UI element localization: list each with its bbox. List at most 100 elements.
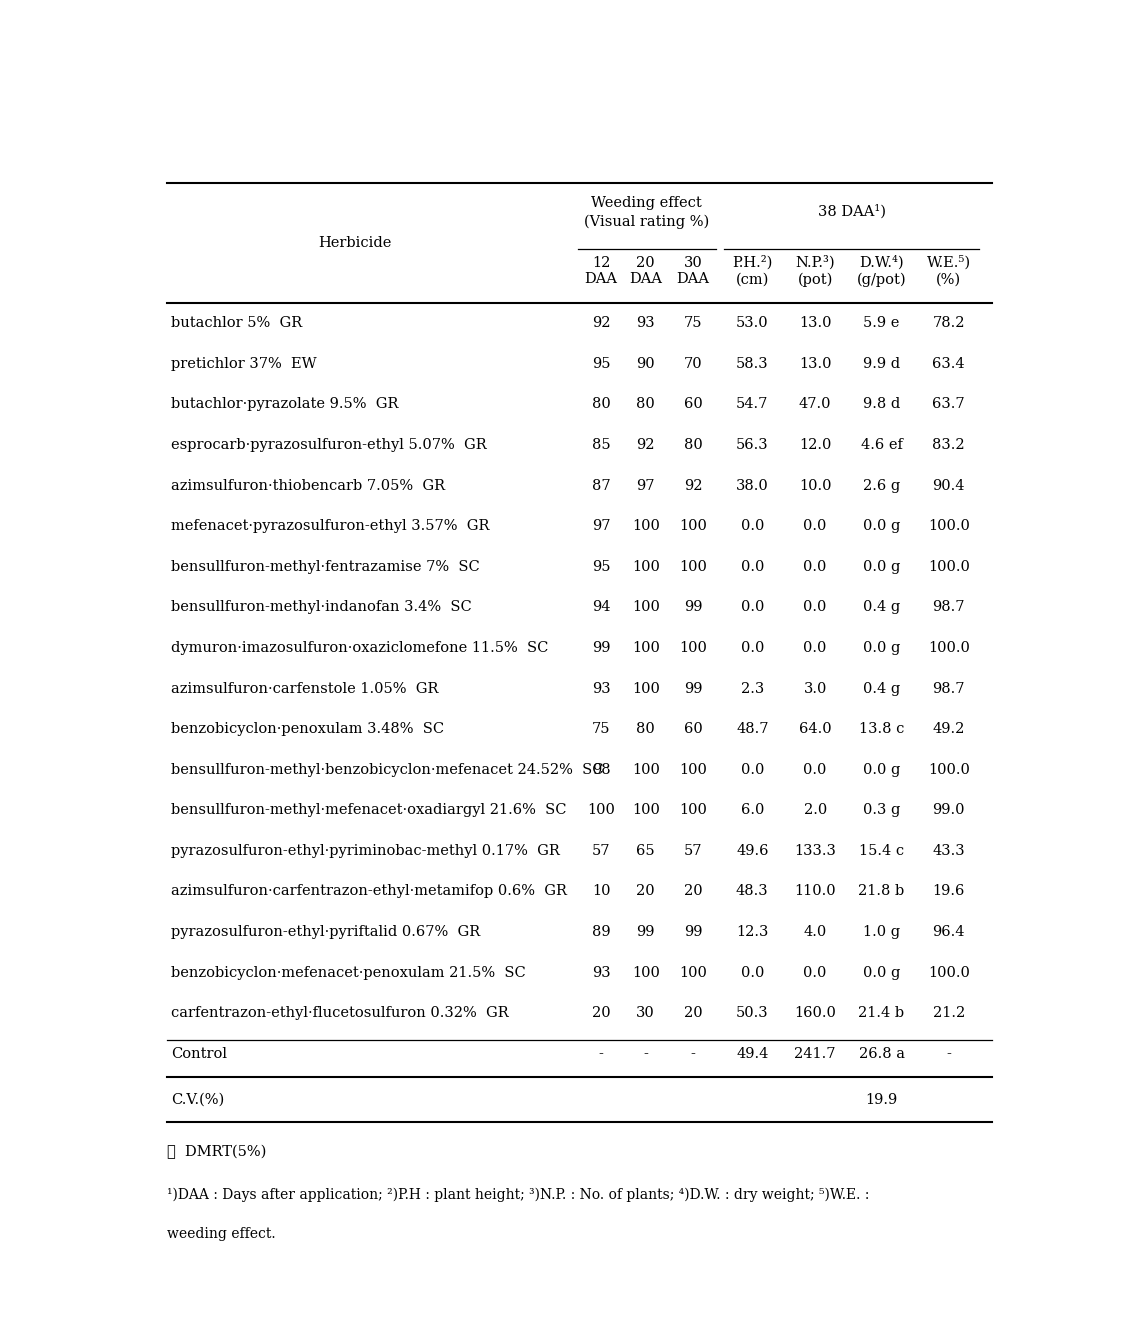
Text: 75: 75 xyxy=(684,316,702,331)
Text: 92: 92 xyxy=(592,316,611,331)
Text: 0.0: 0.0 xyxy=(740,600,764,615)
Text: 93: 93 xyxy=(592,682,611,695)
Text: 80: 80 xyxy=(683,438,702,453)
Text: 26.8 a: 26.8 a xyxy=(859,1047,905,1060)
Text: 100.0: 100.0 xyxy=(928,520,969,533)
Text: 100.0: 100.0 xyxy=(928,965,969,980)
Text: D.W.⁴)
(g/pot): D.W.⁴) (g/pot) xyxy=(857,256,906,287)
Text: 10.0: 10.0 xyxy=(799,478,832,493)
Text: -: - xyxy=(947,1047,951,1060)
Text: 4.6 ef: 4.6 ef xyxy=(861,438,903,453)
Text: 98.7: 98.7 xyxy=(932,682,965,695)
Text: 100.0: 100.0 xyxy=(928,763,969,777)
Text: 85: 85 xyxy=(592,438,611,453)
Text: 2.3: 2.3 xyxy=(740,682,764,695)
Text: 13.0: 13.0 xyxy=(799,356,832,371)
Text: -: - xyxy=(644,1047,648,1060)
Text: 95: 95 xyxy=(592,356,611,371)
Text: azimsulfuron·thiobencarb 7.05%  GR: azimsulfuron·thiobencarb 7.05% GR xyxy=(171,478,445,493)
Text: 47.0: 47.0 xyxy=(799,398,832,411)
Text: benzobicyclon·mefenacet·penoxulam 21.5%  SC: benzobicyclon·mefenacet·penoxulam 21.5% … xyxy=(171,965,526,980)
Text: azimsulfuron·carfenstole 1.05%  GR: azimsulfuron·carfenstole 1.05% GR xyxy=(171,682,438,695)
Text: 58.3: 58.3 xyxy=(736,356,769,371)
Text: 43.3: 43.3 xyxy=(932,844,965,858)
Text: 100: 100 xyxy=(678,641,707,655)
Text: 49.2: 49.2 xyxy=(933,722,965,736)
Text: pyrazosulfuron-ethyl·pyriminobac-methyl 0.17%  GR: pyrazosulfuron-ethyl·pyriminobac-methyl … xyxy=(171,844,560,858)
Text: 100: 100 xyxy=(632,803,659,817)
Text: 4.0: 4.0 xyxy=(804,925,827,939)
Text: 99.0: 99.0 xyxy=(932,803,965,817)
Text: 99: 99 xyxy=(637,925,655,939)
Text: 0.0: 0.0 xyxy=(804,965,827,980)
Text: 19.9: 19.9 xyxy=(866,1093,898,1106)
Text: ※  DMRT(5%): ※ DMRT(5%) xyxy=(167,1145,266,1158)
Text: 49.4: 49.4 xyxy=(736,1047,769,1060)
Text: 0.0 g: 0.0 g xyxy=(863,560,900,574)
Text: 13.0: 13.0 xyxy=(799,316,832,331)
Text: 21.8 b: 21.8 b xyxy=(859,885,905,898)
Text: 2.6 g: 2.6 g xyxy=(863,478,900,493)
Text: 0.0: 0.0 xyxy=(804,641,827,655)
Text: 0.0 g: 0.0 g xyxy=(863,965,900,980)
Text: 98: 98 xyxy=(592,763,611,777)
Text: 57: 57 xyxy=(684,844,702,858)
Text: 0.0: 0.0 xyxy=(740,641,764,655)
Text: 94: 94 xyxy=(592,600,611,615)
Text: 12.0: 12.0 xyxy=(799,438,832,453)
Text: 70: 70 xyxy=(684,356,702,371)
Text: W.E.⁵)
(%): W.E.⁵) (%) xyxy=(926,256,970,287)
Text: 13.8 c: 13.8 c xyxy=(859,722,904,736)
Text: 63.7: 63.7 xyxy=(932,398,965,411)
Text: 98.7: 98.7 xyxy=(932,600,965,615)
Text: N.P.³)
(pot): N.P.³) (pot) xyxy=(796,256,835,287)
Text: 53.0: 53.0 xyxy=(736,316,769,331)
Text: bensullfuron-methyl·indanofan 3.4%  SC: bensullfuron-methyl·indanofan 3.4% SC xyxy=(171,600,472,615)
Text: 0.0: 0.0 xyxy=(804,763,827,777)
Text: azimsulfuron·carfentrazon-ethyl·metamifop 0.6%  GR: azimsulfuron·carfentrazon-ethyl·metamifo… xyxy=(171,885,567,898)
Text: 20: 20 xyxy=(684,1006,702,1020)
Text: 99: 99 xyxy=(684,925,702,939)
Text: 19.6: 19.6 xyxy=(933,885,965,898)
Text: 21.2: 21.2 xyxy=(933,1006,965,1020)
Text: 3.0: 3.0 xyxy=(804,682,827,695)
Text: 100: 100 xyxy=(632,763,659,777)
Text: esprocarb·pyrazosulfuron-ethyl 5.07%  GR: esprocarb·pyrazosulfuron-ethyl 5.07% GR xyxy=(171,438,487,453)
Text: 48.3: 48.3 xyxy=(736,885,769,898)
Text: 15.4 c: 15.4 c xyxy=(859,844,904,858)
Text: 48.7: 48.7 xyxy=(736,722,769,736)
Text: 12
DAA: 12 DAA xyxy=(585,256,618,287)
Text: 0.0: 0.0 xyxy=(804,600,827,615)
Text: 9.8 d: 9.8 d xyxy=(863,398,900,411)
Text: 60: 60 xyxy=(683,722,702,736)
Text: weeding effect.: weeding effect. xyxy=(167,1227,276,1241)
Text: bensullfuron-methyl·fentrazamise 7%  SC: bensullfuron-methyl·fentrazamise 7% SC xyxy=(171,560,480,574)
Text: 93: 93 xyxy=(637,316,655,331)
Text: 12.3: 12.3 xyxy=(736,925,769,939)
Text: 100: 100 xyxy=(632,641,659,655)
Text: butachlor 5%  GR: butachlor 5% GR xyxy=(171,316,302,331)
Text: 20: 20 xyxy=(637,885,655,898)
Text: 2.0: 2.0 xyxy=(804,803,827,817)
Text: 0.0: 0.0 xyxy=(740,560,764,574)
Text: 78.2: 78.2 xyxy=(932,316,965,331)
Text: 100.0: 100.0 xyxy=(928,560,969,574)
Text: 63.4: 63.4 xyxy=(932,356,965,371)
Text: 0.0 g: 0.0 g xyxy=(863,763,900,777)
Text: 50.3: 50.3 xyxy=(736,1006,769,1020)
Text: 49.6: 49.6 xyxy=(736,844,769,858)
Text: 75: 75 xyxy=(592,722,611,736)
Text: 0.0: 0.0 xyxy=(804,560,827,574)
Text: -: - xyxy=(598,1047,604,1060)
Text: 100: 100 xyxy=(632,560,659,574)
Text: pyrazosulfuron-ethyl·pyriftalid 0.67%  GR: pyrazosulfuron-ethyl·pyriftalid 0.67% GR xyxy=(171,925,480,939)
Text: 93: 93 xyxy=(592,965,611,980)
Text: 0.0: 0.0 xyxy=(740,763,764,777)
Text: 96.4: 96.4 xyxy=(932,925,965,939)
Text: 100: 100 xyxy=(678,803,707,817)
Text: 92: 92 xyxy=(684,478,702,493)
Text: 1.0 g: 1.0 g xyxy=(863,925,900,939)
Text: 56.3: 56.3 xyxy=(736,438,769,453)
Text: 21.4 b: 21.4 b xyxy=(859,1006,905,1020)
Text: 9.9 d: 9.9 d xyxy=(863,356,900,371)
